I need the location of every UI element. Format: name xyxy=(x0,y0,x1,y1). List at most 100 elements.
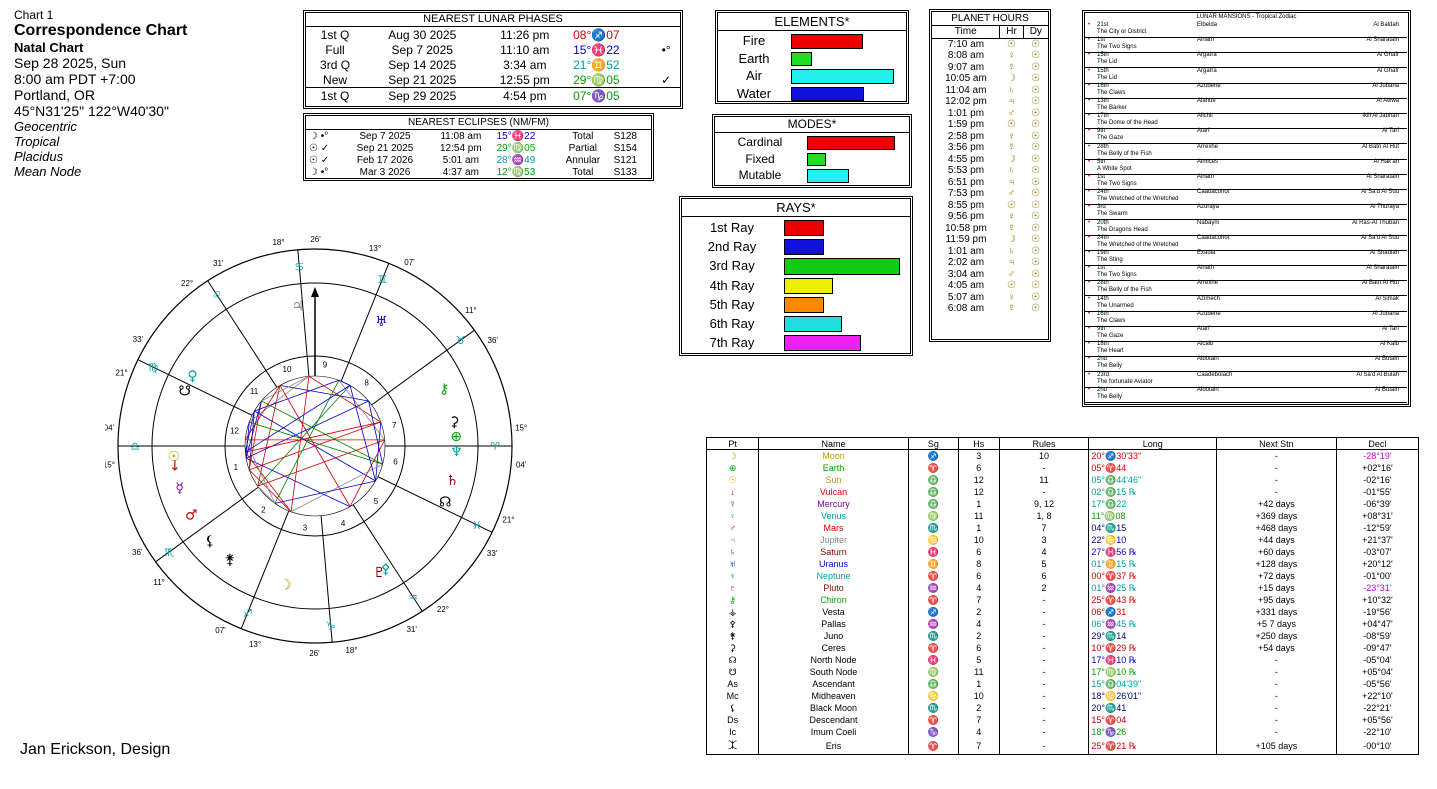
planet-day-ruler: ☉ xyxy=(1031,130,1041,142)
mansion-meaning: The Barker xyxy=(1097,105,1127,111)
planet-next-station: - xyxy=(1216,714,1337,726)
house-cusp-degree: 21° xyxy=(502,516,514,525)
planet-name: South Node xyxy=(758,666,909,678)
planet-hour-ruler: ☽ xyxy=(1007,234,1017,246)
planet-hour-ruler: ♄ xyxy=(1007,165,1016,177)
eclipse-time: 5:01 am xyxy=(442,154,479,166)
aspect-line xyxy=(338,379,386,441)
mansion-meaning: A White Spot xyxy=(1097,165,1132,172)
planet-sign: ♎ xyxy=(907,678,960,690)
planet-longitude: 05°♈44 xyxy=(1088,462,1218,474)
aspect-line xyxy=(248,400,262,471)
planet-next-station: - xyxy=(1216,702,1337,714)
ray-label: 1st Ray xyxy=(709,220,755,235)
lunar-mansions-title: LUNAR MANSIONS - Tropical Zodiac xyxy=(1196,14,1297,20)
eclipse-saros: S133 xyxy=(613,166,637,178)
planet-next-station: +15 days xyxy=(1216,582,1337,594)
house-cusp-line xyxy=(340,263,390,382)
lunar-phase-name: Full xyxy=(325,42,345,57)
mansion-latin-name: Alnath xyxy=(1197,174,1215,180)
mansion-meaning: The Sting xyxy=(1097,257,1123,263)
mansion-planet-icon: • xyxy=(1088,143,1091,150)
planet-longitude: 27°♓56 ℞ xyxy=(1088,546,1218,558)
planet-table-header: Next Stn xyxy=(1216,437,1337,450)
lunar-phase-time: 4:54 pm xyxy=(503,88,547,103)
mansion-arabic-name: Al Sharatain xyxy=(1366,265,1399,272)
mansion-row: • 28th Arrexhe Al Batn Al Hut The Belly of t… xyxy=(1085,279,1407,297)
mansion-planet-icon: • xyxy=(1088,52,1091,59)
mansion-arabic-name: Al Batn Al Hut xyxy=(1361,143,1399,150)
aspect-line xyxy=(245,421,381,453)
planet-day-ruler: ☉ xyxy=(1031,303,1041,315)
aspect-line xyxy=(244,451,292,513)
house-cusp-line xyxy=(155,486,259,563)
planet-hour-ruler: ♃ xyxy=(1007,176,1016,188)
chart-subtitle: Natal Chart xyxy=(14,40,84,55)
mansion-row: • 17th Alichil Iklil Al Jabhah The Dome of t… xyxy=(1085,112,1407,130)
mansion-row: • 15th Argafra Al Ghafr The Lid xyxy=(1085,51,1407,69)
planet-row: ♆ Neptune ♈ 6 6 00°♈37 ℞ +72 days -01°00' xyxy=(705,570,1420,582)
mode-label: Mutable xyxy=(738,168,782,182)
planet-declination: +20°12' xyxy=(1335,558,1420,570)
mansion-arabic-name: Iklil Al Jabhah xyxy=(1362,113,1399,120)
planet-row: ⊕ Earth ♈ 6-05°♈44- +02°16' xyxy=(705,462,1420,474)
element-bar xyxy=(791,86,864,101)
mansion-number: 9th xyxy=(1097,326,1106,332)
eclipse-icon: ☽ •° xyxy=(309,166,329,178)
planet-day-ruler: ☉ xyxy=(1031,280,1041,292)
mansion-row: • 20th Nabaym Al Ras-Al Thuban The Dragons H… xyxy=(1085,219,1407,236)
house-cusp-degree: 11° xyxy=(465,306,477,315)
aspect-line xyxy=(338,379,351,386)
planet-house: 12 xyxy=(958,474,1000,486)
lunar-phase-mark: •° xyxy=(661,42,671,57)
mansion-arabic-name: Al Batn Al Hut xyxy=(1361,280,1399,287)
modes-bars: Cardinal Fixed Mutable xyxy=(715,134,909,184)
mansion-row: • 19th Exaula Al Shaulah The Sting xyxy=(1085,249,1407,266)
planet-hour-row: 11:04 am ♄ ☉ xyxy=(932,85,1048,97)
planet-longitude: 17°♍10 ℞ xyxy=(1088,666,1218,678)
element-label: Water xyxy=(736,85,772,101)
eclipse-type: Partial xyxy=(568,142,597,154)
planet-house: 7 xyxy=(958,714,1000,726)
planet-declination: +08°31' xyxy=(1335,510,1420,522)
modes-panel: MODES* Cardinal Fixed Mutable xyxy=(712,114,912,188)
house-cusp-sign: ♒ xyxy=(408,591,418,604)
planet-house: 10 xyxy=(958,534,1000,546)
mode-label: Fixed xyxy=(745,151,775,166)
planet-row: ☊ North Node ♓ 5-17°♓10 ℞ - -05°04' xyxy=(705,654,1420,666)
house-number: 9 xyxy=(323,361,328,370)
mansion-row: • 16th Azubene Al Jubana The Claws xyxy=(1085,82,1407,99)
lunar-phase-position: 15°♓22 xyxy=(573,42,620,57)
planet-declination: +05°56' xyxy=(1335,714,1420,726)
planet-hour-ruler: ♄ xyxy=(1007,245,1016,257)
eclipse-icon: ☽ •° xyxy=(309,130,329,142)
planet-row: ♄ Saturn ♓ 6 4 27°♓56 ℞ +60 days -03°07' xyxy=(705,546,1420,558)
ray-bar xyxy=(784,316,842,333)
eclipses-title: NEAREST ECLIPSES (NM/FM) xyxy=(306,116,651,130)
mansion-latin-name: Exaula xyxy=(1197,250,1216,256)
planet-table-header: Sg xyxy=(907,437,960,450)
mansion-planet-icon: • xyxy=(1088,280,1091,287)
planet-sign: ♈ xyxy=(907,738,960,755)
house-number: 1 xyxy=(234,463,239,472)
planet-glyph-icon: ♄ xyxy=(705,546,760,558)
house-cusp-sign: ♏ xyxy=(164,546,174,559)
house-cusp-line xyxy=(240,510,290,629)
planet-sign: ♏ xyxy=(907,522,960,534)
planet-day-ruler: ☉ xyxy=(1031,107,1041,119)
planet-sign: ♓ xyxy=(907,546,960,558)
ray-label: 2nd Ray xyxy=(707,239,757,255)
eclipse-icon: ☉ ✓ xyxy=(309,142,330,154)
planet-sign: ♐ xyxy=(907,449,960,462)
planet-hour-time: 3:04 am xyxy=(947,268,985,280)
mansion-arabic-name: Al Ghafr xyxy=(1376,67,1399,74)
lunar-phase-row: Full Sep 7 2025 11:10 am 15°♓22 •° xyxy=(306,42,680,57)
mansion-meaning: The Two Signs xyxy=(1097,181,1137,187)
planet-hour-time: 3:56 pm xyxy=(947,142,985,154)
mansion-number: 2nd xyxy=(1097,356,1108,363)
house-cusp-minute: 33' xyxy=(133,335,144,344)
planet-longitude: 06°♒45 ℞ xyxy=(1088,618,1218,630)
mansion-row: • 24th Caadacohot Al Sa'd Al Sud The Wretche… xyxy=(1085,188,1407,206)
eclipse-type: Annular xyxy=(565,154,601,166)
planet-name: Ceres xyxy=(758,642,909,654)
